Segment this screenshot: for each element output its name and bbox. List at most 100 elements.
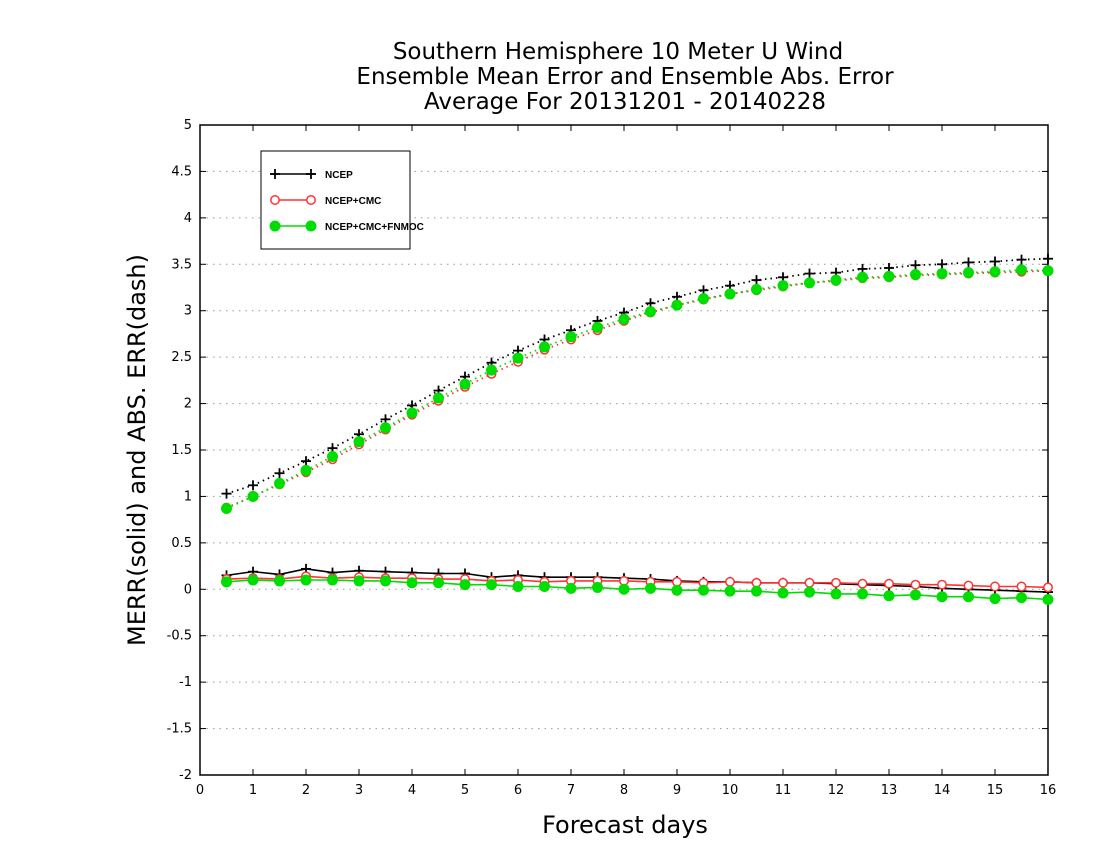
series-0-abs-err-point bbox=[301, 456, 311, 467]
series-2-mean-err-point bbox=[830, 588, 842, 600]
series-2-abs-err-point bbox=[592, 321, 603, 333]
series-2-abs-err-line bbox=[226, 268, 1049, 510]
series-0-abs-err-point bbox=[1016, 254, 1027, 265]
series-2-abs-err-point bbox=[989, 266, 1001, 278]
series-layer bbox=[221, 253, 1054, 605]
legend-label: NCEP bbox=[325, 170, 353, 181]
x-tick-label: 6 bbox=[514, 783, 522, 798]
series-2-mean-err-point bbox=[327, 574, 338, 586]
x-tick-label: 2 bbox=[302, 783, 310, 798]
x-tick-label: 5 bbox=[461, 783, 469, 798]
x-tick-label: 9 bbox=[673, 783, 681, 798]
series-2-mean-err-point bbox=[724, 585, 736, 597]
y-tick-label: 3 bbox=[184, 304, 192, 319]
legend-marker bbox=[306, 169, 316, 179]
y-tick-label: 5 bbox=[184, 118, 192, 133]
legend-marker bbox=[305, 220, 317, 232]
series-2-mean-err-point bbox=[645, 582, 656, 594]
series-2-abs-err-point bbox=[274, 477, 285, 489]
x-tick-label: 14 bbox=[934, 783, 951, 798]
series-2-mean-err-point bbox=[671, 584, 683, 596]
x-tick-label: 15 bbox=[987, 783, 1004, 798]
series-2-mean-err-point bbox=[1042, 594, 1054, 605]
series-2-mean-err-point bbox=[380, 575, 391, 587]
legend-marker bbox=[270, 169, 280, 179]
series-1-mean-err-point bbox=[990, 581, 1000, 592]
series-0-abs-err-point bbox=[990, 256, 1000, 267]
series-2-mean-err-point bbox=[751, 585, 762, 597]
legend-item: NCEP bbox=[270, 169, 353, 181]
series-2-abs-err-point bbox=[327, 451, 338, 462]
series-2-mean-err-point bbox=[777, 587, 789, 599]
y-tick-label: 0 bbox=[184, 582, 192, 597]
x-tick-label: 12 bbox=[828, 783, 845, 798]
y-tick-label: 1.5 bbox=[171, 443, 192, 458]
series-2-abs-err-point bbox=[300, 464, 312, 476]
series-2-mean-err-point bbox=[936, 591, 948, 603]
series-2-abs-err-point bbox=[883, 270, 895, 282]
y-tick-label: 1 bbox=[184, 489, 192, 504]
series-2-abs-err-point bbox=[353, 436, 365, 448]
series-1-mean-err-point bbox=[1043, 582, 1053, 593]
x-axis-label: Forecast days bbox=[542, 811, 708, 839]
legend-marker bbox=[306, 195, 316, 205]
plot-frame bbox=[199, 124, 1049, 776]
series-2-abs-err-point bbox=[618, 313, 630, 325]
series-2-abs-err-point bbox=[645, 306, 656, 318]
series-1-mean-err-point bbox=[963, 580, 974, 591]
series-1-mean-err-point bbox=[725, 576, 735, 587]
series-2-abs-err-point bbox=[671, 299, 683, 311]
series-2-abs-err-point bbox=[433, 392, 444, 404]
series-0-abs-err-point bbox=[221, 488, 232, 499]
series-2-mean-err-point bbox=[698, 584, 709, 596]
series-2-mean-err-point bbox=[910, 589, 921, 601]
series-2-abs-err-point bbox=[830, 274, 842, 286]
y-axis-label: MERR(solid) and ABS. ERR(dash) bbox=[123, 254, 151, 646]
series-0-abs-err-point bbox=[910, 260, 921, 271]
series-0-abs-err-point bbox=[274, 468, 285, 479]
series-2-mean-err-point bbox=[565, 582, 577, 594]
legend-label: NCEP+CMC bbox=[325, 196, 381, 207]
series-2-mean-err-point bbox=[353, 575, 365, 587]
gridlines bbox=[200, 170, 1048, 730]
series-0-abs-err-point bbox=[804, 268, 815, 279]
series-2-abs-err-point bbox=[751, 283, 762, 295]
series-2-abs-err-point bbox=[221, 503, 232, 514]
series-2-abs-err-point bbox=[963, 267, 974, 279]
series-2-mean-err-point bbox=[274, 575, 285, 587]
series-2-abs-err-point bbox=[406, 407, 418, 419]
series-2-mean-err-point bbox=[804, 586, 815, 598]
series-0-abs-err-point bbox=[1043, 253, 1053, 264]
y-tick-label: 2 bbox=[184, 397, 192, 412]
y-tick-label: -1.5 bbox=[167, 722, 192, 737]
series-2-mean-err-point bbox=[221, 576, 232, 588]
legend: NCEP NCEP+CMC NCEP+CMC+FNMOC bbox=[260, 150, 424, 250]
series-2-mean-err-point bbox=[247, 574, 259, 586]
series-2-abs-err-point bbox=[565, 331, 577, 343]
y-tick-label: 4 bbox=[184, 211, 192, 226]
x-tick-label: 16 bbox=[1040, 783, 1057, 798]
series-2-mean-err-point bbox=[406, 577, 418, 589]
y-tick-label: -0.5 bbox=[167, 629, 192, 644]
chart-title: Southern Hemisphere 10 Meter U Wind Ense… bbox=[356, 39, 894, 115]
series-2-abs-err-point bbox=[724, 288, 736, 300]
legend-item: NCEP+CMC+FNMOC bbox=[269, 220, 424, 233]
series-2-abs-err-point bbox=[777, 280, 789, 292]
series-2-mean-err-point bbox=[433, 577, 444, 589]
x-tick-label: 10 bbox=[722, 783, 739, 798]
series-1-mean-err-point bbox=[857, 578, 868, 589]
series-0-abs-err-point bbox=[751, 275, 762, 286]
series-2-mean-err-point bbox=[883, 590, 895, 602]
legend-item: NCEP+CMC bbox=[270, 195, 381, 207]
series-2-abs-err-point bbox=[486, 364, 497, 376]
series-2-mean-err-point bbox=[989, 593, 1001, 605]
series-1-mean-err-point bbox=[884, 578, 894, 589]
series-1-mean-err-point bbox=[831, 577, 841, 588]
series-2-mean-err-point bbox=[459, 579, 471, 591]
series-1-mean-err-point bbox=[778, 577, 788, 588]
y-tick-label: -2 bbox=[179, 768, 192, 783]
x-tick-label: 11 bbox=[775, 783, 792, 798]
title-line-3: Average For 20131201 - 20140228 bbox=[424, 89, 826, 115]
series-1-mean-err-point bbox=[1016, 581, 1027, 592]
